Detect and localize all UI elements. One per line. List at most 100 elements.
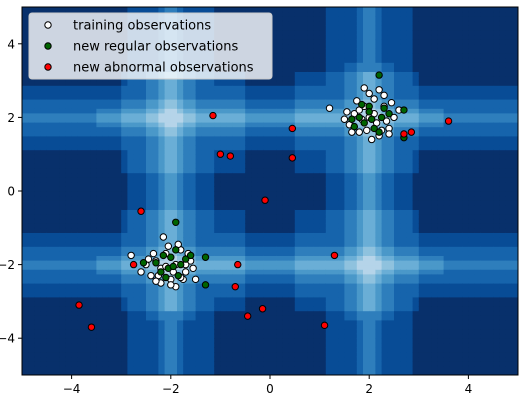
contour-cell [108, 103, 116, 109]
contour-cell [257, 209, 265, 215]
contour-cell [282, 319, 290, 325]
contour-cell [319, 365, 327, 371]
contour-cell [28, 315, 35, 321]
contour-cell [338, 223, 345, 229]
contour-cell [232, 112, 240, 118]
contour-cell [108, 278, 116, 284]
contour-cell [53, 204, 60, 210]
contour-cell [270, 214, 277, 220]
contour-cell [307, 232, 314, 238]
contour-cell [77, 80, 85, 86]
contour-cell [319, 237, 327, 243]
contour-cell [226, 112, 234, 118]
contour-cell [127, 241, 135, 247]
contour-cell [22, 347, 29, 353]
contour-cell [46, 347, 54, 353]
contour-cell [294, 85, 302, 91]
contour-cell [307, 48, 314, 54]
contour-cell [332, 315, 339, 321]
contour-cell [121, 324, 128, 330]
contour-cell [313, 301, 321, 307]
contour-cell [34, 319, 42, 325]
contour-cell [121, 232, 128, 238]
contour-cell [177, 319, 184, 325]
contour-cell [282, 278, 290, 284]
contour-cell [214, 172, 221, 178]
contour-cell [251, 278, 259, 284]
contour-cell [146, 278, 153, 284]
contour-cell [34, 333, 42, 339]
contour-cell [46, 296, 54, 302]
contour-cell [71, 370, 79, 375]
contour-cell [294, 117, 302, 123]
contour-cell [282, 250, 290, 256]
contour-cell [127, 89, 135, 95]
contour-cell [319, 204, 327, 210]
contour-cell [369, 209, 376, 215]
contour-cell [263, 168, 271, 174]
contour-cell [77, 306, 85, 312]
contour-cell [121, 122, 128, 128]
contour-cell [332, 347, 339, 353]
contour-cell [84, 131, 91, 137]
contour-cell [332, 149, 339, 155]
contour-cell [381, 292, 389, 298]
contour-cell [71, 319, 79, 325]
contour-cell [325, 195, 333, 201]
contour-cell [301, 94, 308, 100]
contour-cell [220, 356, 228, 362]
contour-cell [208, 338, 215, 344]
contour-cell [164, 329, 172, 335]
contour-cell [288, 356, 296, 362]
contour-cell [152, 365, 159, 371]
contour-cell [189, 356, 197, 362]
contour-cell [400, 158, 407, 164]
contour-cell [332, 20, 339, 26]
contour-cell [263, 154, 271, 160]
contour-cell [90, 310, 97, 316]
contour-cell [251, 361, 259, 367]
contour-cell [344, 237, 352, 243]
contour-cell [177, 209, 184, 215]
contour-cell [65, 195, 73, 201]
contour-cell [319, 191, 327, 197]
contour-cell [121, 306, 128, 312]
contour-cell [71, 329, 79, 335]
contour-cell [22, 62, 29, 68]
contour-cell [338, 237, 345, 243]
contour-cell [276, 250, 283, 256]
contour-cell [133, 287, 141, 293]
contour-cell [46, 7, 54, 13]
contour-cell [369, 333, 376, 339]
contour-cell [226, 103, 234, 109]
contour-cell [276, 117, 283, 123]
contour-cell [350, 218, 358, 224]
contour-cell [332, 168, 339, 174]
contour-cell [133, 172, 141, 178]
contour-cell [356, 11, 364, 17]
contour-cell [201, 108, 209, 114]
contour-cell [257, 370, 265, 375]
contour-cell [195, 7, 203, 13]
contour-cell [257, 356, 265, 362]
contour-cell [84, 209, 91, 215]
contour-cell [127, 232, 135, 238]
contour-cell [245, 131, 252, 137]
contour-cell [394, 99, 401, 105]
contour-cell [71, 122, 79, 128]
contour-cell [189, 214, 197, 220]
contour-cell [325, 329, 333, 335]
contour-cell [201, 347, 209, 353]
contour-cell [338, 200, 345, 206]
contour-cell [270, 48, 277, 54]
contour-cell [152, 168, 159, 174]
contour-cell [387, 62, 395, 68]
contour-cell [356, 250, 364, 256]
contour-cell [208, 108, 215, 114]
contour-cell [356, 122, 364, 128]
contour-cell [189, 241, 197, 247]
contour-cell [344, 273, 352, 279]
contour-cell [214, 195, 221, 201]
contour-cell [220, 246, 228, 252]
contour-cell [325, 361, 333, 367]
